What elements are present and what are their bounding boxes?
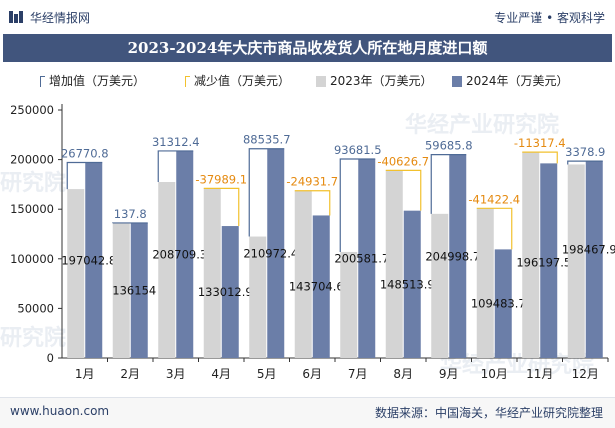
footer: www.huaon.com 数据来源：中国海关，华经产业研究院整理: [0, 397, 615, 428]
decrease-value-label: -11317.4: [514, 136, 566, 150]
decrease-value-label: -40626.7: [377, 154, 429, 168]
x-tick-label: 8月: [393, 367, 413, 381]
value-label-2024: 210972.4: [243, 246, 298, 260]
website-link[interactable]: www.huaon.com: [10, 404, 109, 418]
data-source: 数据来源：中国海关，华经产业研究院整理: [375, 404, 603, 421]
value-label-2024: 200581.7: [334, 252, 389, 266]
x-tick-label: 5月: [257, 367, 277, 381]
y-tick-label: 150000: [10, 202, 54, 216]
x-tick-label: 3月: [166, 367, 186, 381]
watermark: 研究院: [0, 170, 66, 196]
decrease-value-label: -41422.4: [468, 192, 520, 206]
x-tick-label: 2月: [120, 367, 140, 381]
watermark: 华经产业研究院: [405, 112, 559, 138]
value-label-2024: 133012.9: [198, 285, 253, 299]
bar-2023: [204, 188, 221, 358]
increase-value-label: 93681.5: [334, 143, 382, 157]
bar-2023: [340, 252, 357, 358]
increase-value-label: 26770.8: [61, 147, 109, 161]
x-tick-label: 12月: [572, 367, 599, 381]
bar-2023: [158, 182, 175, 358]
value-label-2024: 136154: [112, 283, 156, 297]
bar-2023: [386, 170, 403, 358]
bar-2023: [568, 164, 585, 358]
x-tick-label: 1月: [75, 367, 95, 381]
decrease-value-label: -24931.7: [286, 175, 338, 189]
value-label-2024: 208709.3: [152, 247, 207, 261]
increase-value-label: 31312.4: [152, 135, 200, 149]
x-tick-label: 4月: [211, 367, 231, 381]
bar-2023: [67, 189, 84, 358]
y-tick-label: 100000: [10, 252, 54, 266]
value-label-2024: 204998.7: [425, 249, 480, 263]
value-label-2024: 197042.8: [61, 253, 116, 267]
x-tick-label: 9月: [439, 367, 459, 381]
increase-value-label: 59685.8: [425, 139, 473, 153]
decrease-value-label: -37989.1: [195, 172, 247, 186]
x-tick-label: 7月: [348, 367, 368, 381]
bar-2023: [477, 208, 494, 358]
bar-2023: [431, 214, 448, 358]
bar-2024: [586, 161, 603, 358]
bar-chart: 华经产业研究院华经产业研究院研究院研究院05000010000015000020…: [0, 0, 615, 397]
x-tick-label: 11月: [526, 367, 553, 381]
increase-value-label: 88535.7: [243, 133, 291, 147]
value-label-2024: 148513.9: [380, 277, 435, 291]
value-label-2024: 109483.7: [471, 297, 526, 311]
y-tick-label: 0: [47, 351, 54, 365]
y-tick-label: 200000: [10, 153, 54, 167]
bar-2023: [295, 191, 312, 358]
value-label-2024: 196197.5: [516, 256, 571, 270]
value-label-2024: 143704.6: [289, 280, 344, 294]
increase-value-label: 3378.9: [565, 145, 605, 159]
increase-value-label: 137.8: [114, 207, 147, 221]
y-tick-label: 250000: [10, 103, 54, 117]
x-tick-label: 10月: [481, 367, 508, 381]
watermark: 研究院: [0, 325, 66, 351]
y-tick-label: 50000: [17, 301, 54, 315]
value-label-2024: 198467.9: [562, 243, 615, 257]
x-tick-label: 6月: [302, 367, 322, 381]
